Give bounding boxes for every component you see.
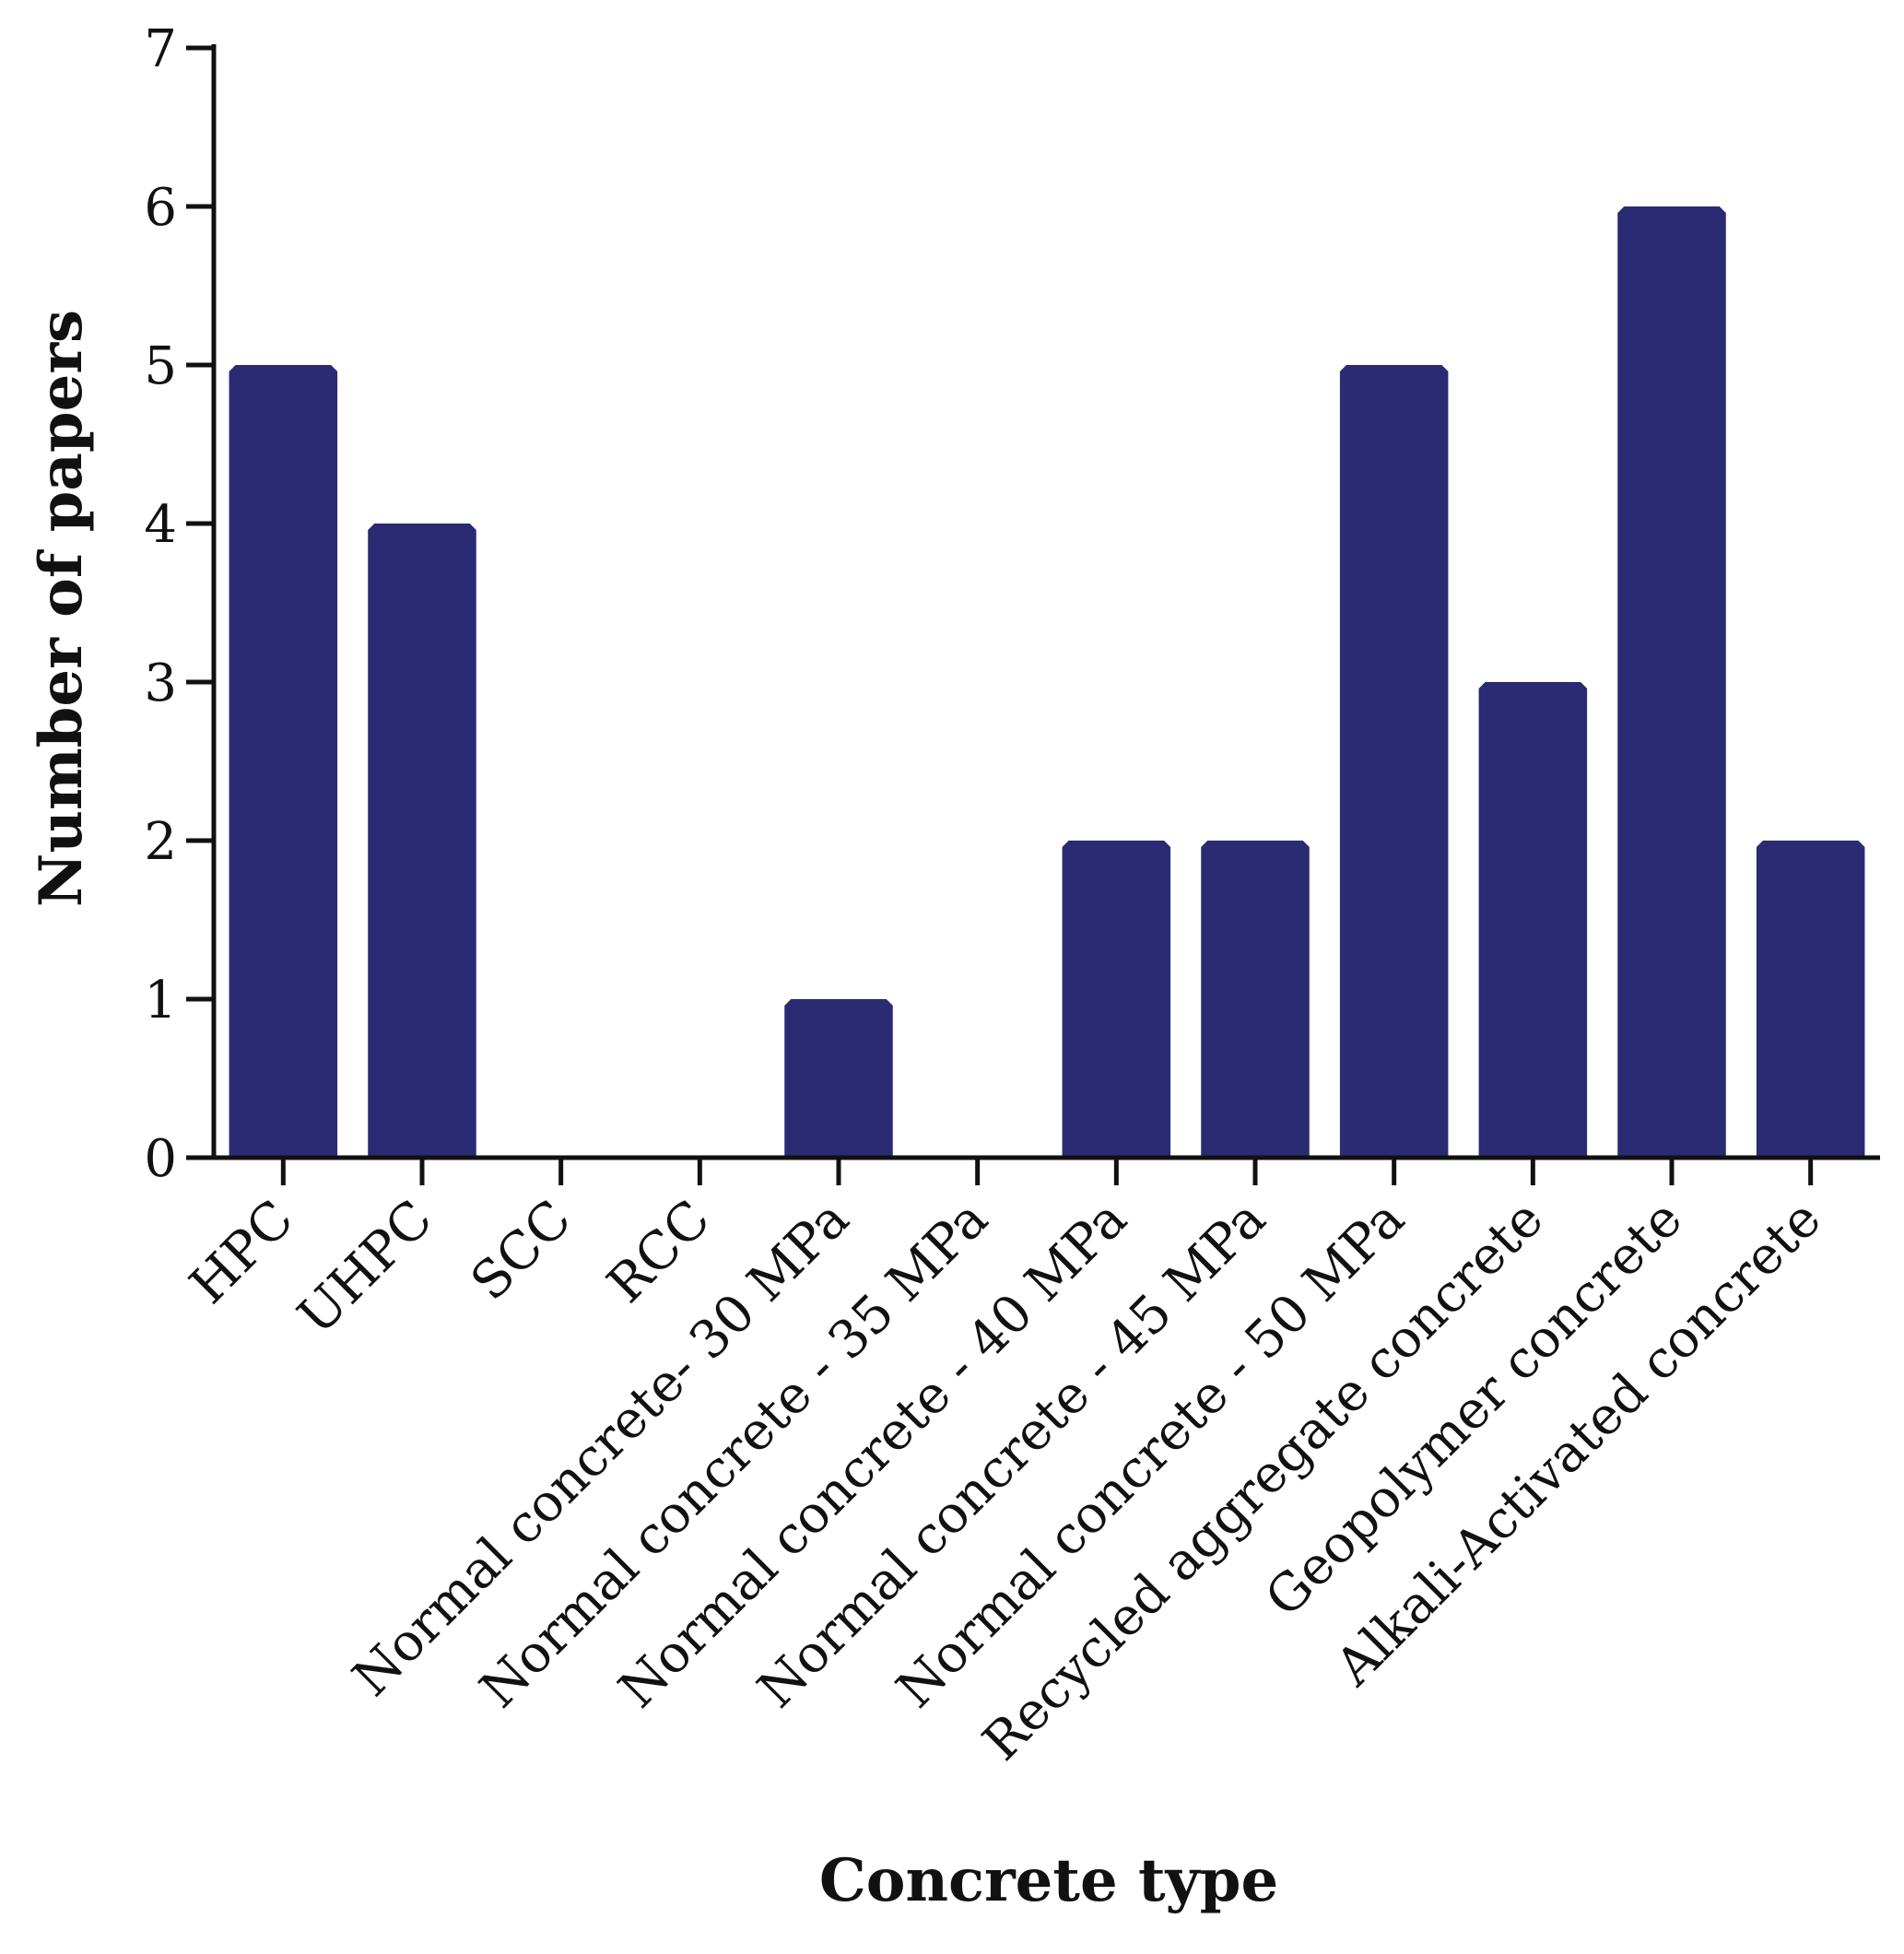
y-tick-label: 7 (144, 19, 177, 79)
y-tick-label: 1 (144, 971, 177, 1030)
y-tick-label: 6 (144, 178, 177, 238)
x-tick-label: UHPC (287, 1189, 444, 1347)
y-tick-label: 3 (144, 653, 177, 713)
x-tick-label: Normal concrete - 35 MPa (469, 1189, 1000, 1720)
bar-1 (368, 524, 476, 1158)
y-axis: 0 1 2 3 4 5 6 7 (144, 19, 217, 1189)
bar-10 (1617, 206, 1726, 1158)
y-tick-label: 2 (144, 812, 177, 872)
x-tick-label: Normal concrete - 45 MPa (746, 1189, 1277, 1720)
y-tick-label: 5 (144, 336, 177, 396)
y-tick-label: 0 (144, 1129, 177, 1189)
bar-11 (1756, 841, 1865, 1158)
bar-7 (1201, 841, 1310, 1158)
bars-group (229, 206, 1865, 1158)
x-tick-label: Normal concrete - 50 MPa (886, 1189, 1416, 1720)
x-tick-label: SCC (460, 1189, 583, 1312)
x-tick-label: Normal concrete - 40 MPa (607, 1189, 1138, 1720)
x-axis-title: Concrete type (819, 1846, 1278, 1915)
bar-8 (1339, 365, 1449, 1158)
x-tick-label: HPC (179, 1189, 305, 1315)
bar-0 (229, 365, 338, 1158)
bar-4 (784, 999, 893, 1158)
x-tick-label: RCC (596, 1189, 722, 1314)
bar-6 (1062, 841, 1171, 1158)
y-tick-label: 4 (144, 495, 177, 555)
y-axis-title: Number of papers (27, 310, 96, 907)
bar-9 (1478, 682, 1588, 1158)
